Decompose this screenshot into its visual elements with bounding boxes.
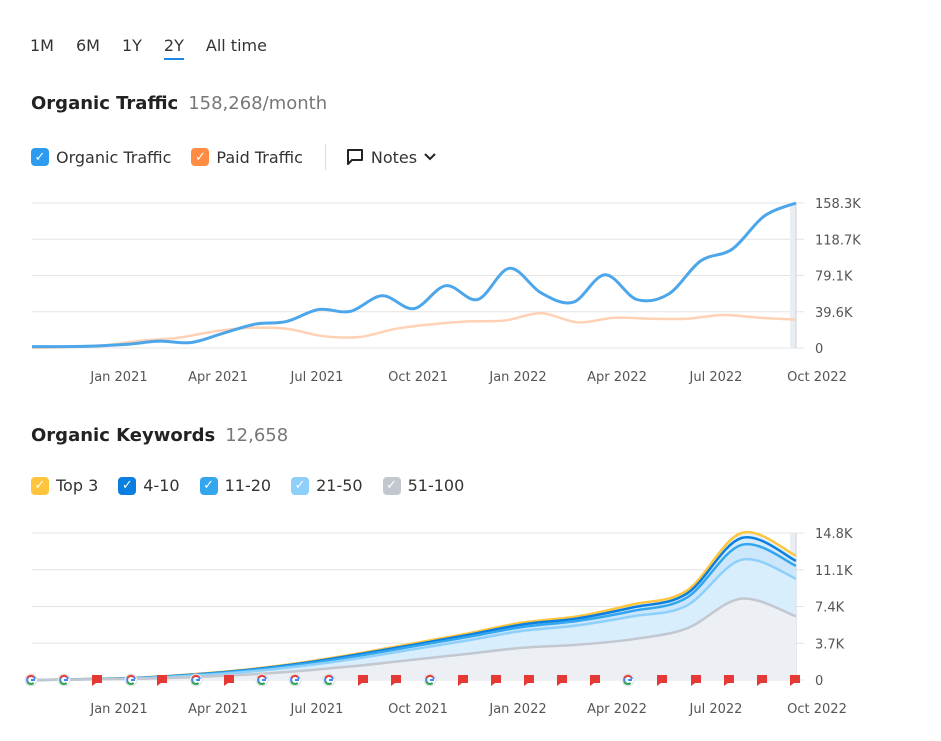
organic-keywords-title: Organic Keywords 12,658 — [31, 425, 288, 446]
x-tick-label: Oct 2022 — [787, 370, 847, 385]
organic-traffic-chart: 158.3K 118.7K 79.1K 39.6K 0 Jan 2021 Apr 2021 J… — [31, 197, 861, 385]
chevron-down-icon — [424, 153, 436, 161]
x-tick-label: Apr 2021 — [188, 370, 248, 385]
x-tick-label: Oct 2021 — [388, 702, 448, 717]
legend-paid-traffic-label: Paid Traffic — [216, 147, 303, 167]
flag-icon[interactable] — [157, 675, 167, 686]
y-tick-label: 118.7K — [815, 233, 861, 248]
google-update-icon[interactable] — [288, 673, 302, 687]
check-icon: ✓ — [118, 476, 137, 495]
keywords-legend: ✓ Top 3 ✓ 4-10 ✓ 11-20 ✓ 21-50 ✓ 51-100 — [31, 476, 484, 495]
x-tick-label: Jul 2021 — [290, 370, 344, 385]
y-tick-label: 14.8K — [815, 527, 853, 542]
organic-keywords-value: 12,658 — [225, 425, 289, 446]
y-tick-label: 0 — [815, 674, 823, 689]
google-update-icon[interactable] — [322, 673, 336, 687]
x-tick-label: Oct 2021 — [388, 370, 448, 385]
flag-icon[interactable] — [358, 675, 368, 686]
range-all-time[interactable]: All time — [205, 36, 267, 55]
flag-icon[interactable] — [458, 675, 468, 686]
legend-organic-traffic-label: Organic Traffic — [56, 147, 172, 167]
legend-top-3-label: Top 3 — [56, 476, 99, 495]
legend-51-100-label: 51-100 — [407, 476, 465, 495]
flag-icon[interactable] — [391, 675, 401, 686]
y-tick-label: 11.1K — [815, 564, 853, 579]
x-tick-label: Jul 2021 — [290, 702, 344, 717]
y-tick-label: 79.1K — [815, 270, 853, 285]
current-period-band — [790, 203, 796, 348]
flag-icon[interactable] — [790, 675, 800, 686]
y-tick-label: 39.6K — [815, 306, 853, 321]
flag-icon[interactable] — [657, 675, 667, 686]
date-range-selector: 1M 6M 1Y 2Y All time — [30, 36, 267, 60]
organic-traffic-line — [31, 201, 797, 349]
check-icon: ✓ — [291, 476, 310, 495]
check-icon: ✓ — [382, 476, 401, 495]
organic-keywords-chart: 14.8K 11.1K 7.4K 3.7K 0 Jan 2021 Apr 2021 Jul 2… — [24, 527, 853, 717]
area-51-100 — [32, 598, 796, 680]
flag-icon[interactable] — [491, 675, 501, 686]
legend-paid-traffic[interactable]: ✓ Paid Traffic — [191, 148, 303, 167]
legend-divider — [324, 144, 326, 170]
check-icon: ✓ — [191, 148, 210, 166]
legend-4-10[interactable]: ✓ 4-10 — [118, 476, 180, 495]
y-tick-label: 7.4K — [815, 601, 845, 616]
y-tick-label: 158.3K — [815, 197, 861, 212]
flag-icon[interactable] — [757, 675, 767, 686]
flag-icon[interactable] — [224, 675, 234, 686]
organic-keywords-title-text: Organic Keywords — [31, 425, 216, 446]
traffic-legend: ✓ Organic Traffic ✓ Paid Traffic Notes — [31, 144, 444, 170]
legend-51-100[interactable]: ✓ 51-100 — [382, 476, 465, 495]
google-update-icon[interactable] — [57, 673, 71, 687]
google-update-icon[interactable] — [124, 673, 138, 687]
range-2y[interactable]: 2Y — [163, 36, 184, 60]
legend-21-50-label: 21-50 — [316, 476, 363, 495]
flag-icon[interactable] — [691, 675, 701, 686]
legend-4-10-label: 4-10 — [143, 476, 180, 495]
google-update-icon[interactable] — [189, 673, 203, 687]
range-1m[interactable]: 1M — [30, 36, 54, 55]
y-tick-label: 3.7K — [815, 637, 845, 652]
x-tick-label: Jul 2022 — [689, 702, 743, 717]
notes-label: Notes — [370, 147, 418, 167]
notes-dropdown[interactable]: Notes — [346, 148, 444, 167]
organic-traffic-title: Organic Traffic 158,268/month — [31, 93, 327, 114]
x-tick-label: Jan 2021 — [89, 702, 147, 717]
x-tick-label: Jan 2022 — [488, 702, 546, 717]
google-update-icon[interactable] — [423, 673, 437, 687]
flag-icon[interactable] — [590, 675, 600, 686]
organic-traffic-value: 158,268/month — [188, 93, 328, 114]
range-6m[interactable]: 6M — [75, 36, 100, 55]
legend-21-50[interactable]: ✓ 21-50 — [291, 476, 363, 495]
check-icon: ✓ — [31, 148, 49, 166]
legend-11-20-label: 11-20 — [224, 476, 272, 495]
legend-organic-traffic[interactable]: ✓ Organic Traffic — [31, 148, 171, 167]
google-update-icon[interactable] — [255, 673, 269, 687]
x-tick-label: Jan 2022 — [488, 370, 546, 385]
organic-traffic-title-text: Organic Traffic — [31, 93, 179, 114]
flag-icon[interactable] — [92, 675, 102, 686]
flag-icon[interactable] — [524, 675, 534, 686]
x-tick-label: Apr 2022 — [587, 370, 647, 385]
x-tick-label: Jan 2021 — [89, 370, 147, 385]
legend-top-3[interactable]: ✓ Top 3 — [31, 476, 98, 495]
google-update-icon[interactable] — [621, 673, 635, 687]
x-tick-label: Apr 2022 — [587, 702, 647, 717]
y-tick-label: 0 — [815, 342, 823, 357]
x-tick-label: Apr 2021 — [188, 702, 248, 717]
check-icon: ✓ — [31, 476, 49, 495]
flag-icon[interactable] — [557, 675, 567, 686]
google-update-icon[interactable] — [24, 673, 38, 687]
range-1y[interactable]: 1Y — [121, 36, 142, 55]
comment-icon — [346, 149, 363, 165]
legend-11-20[interactable]: ✓ 11-20 — [199, 476, 272, 495]
x-tick-label: Jul 2022 — [689, 370, 743, 385]
flag-icon[interactable] — [724, 675, 734, 686]
x-tick-label: Oct 2022 — [787, 702, 847, 717]
paid-traffic-line — [31, 311, 797, 350]
check-icon: ✓ — [199, 476, 218, 495]
